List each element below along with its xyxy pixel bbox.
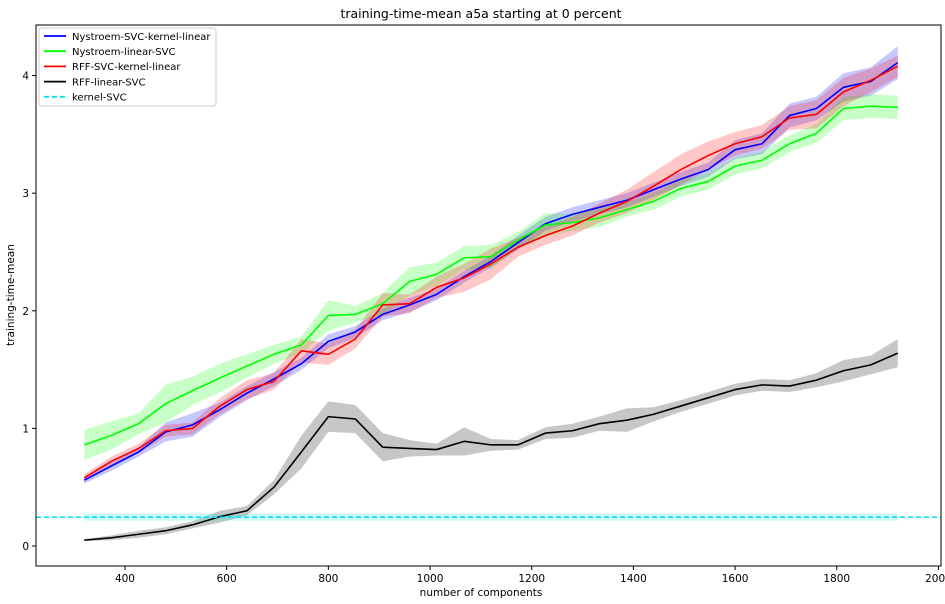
- x-tick-label: 1000: [417, 573, 444, 585]
- y-tick-label: 4: [22, 71, 29, 83]
- x-tick-label: 1800: [823, 573, 850, 585]
- band-nystroem-linear-svc: [84, 94, 898, 461]
- band-rff-linear-svc: [84, 339, 898, 542]
- y-axis-label: training-time-mean: [5, 244, 17, 346]
- chart-title: training-time-mean a5a starting at 0 per…: [340, 6, 621, 21]
- y-tick-label: 0: [22, 541, 29, 553]
- x-tick-label: 600: [217, 573, 237, 585]
- legend-label-kernel-svc: kernel-SVC: [72, 93, 127, 104]
- y-tick-label: 2: [22, 306, 29, 318]
- x-tick-label: 1600: [722, 573, 749, 585]
- x-tick-label: 800: [318, 573, 338, 585]
- line-rff-svc-kernel-linear: [83, 65, 899, 479]
- line-nystroem-linear-svc: [84, 105, 898, 446]
- legend-label-nystroem-svc-kernel-linear: Nystroem-SVC-kernel-linear: [72, 32, 211, 43]
- legend-label-rff-svc-kernel-linear: RFF-SVC-kernel-linear: [72, 62, 181, 73]
- y-axis: 0 1 2 3 4: [22, 71, 36, 553]
- series-lines: [36, 61, 941, 541]
- y-tick-label: 1: [22, 423, 29, 435]
- x-tick-label: 400: [115, 573, 135, 585]
- x-tick-label: 1200: [518, 573, 545, 585]
- band-kernel-svc: [84, 513, 898, 521]
- legend-label-rff-linear-svc: RFF-linear-SVC: [72, 77, 146, 88]
- legend-label-nystroem-linear-svc: Nystroem-linear-SVC: [72, 47, 175, 58]
- band-nystroem-svc-kernel-linear: [84, 46, 898, 484]
- legend: Nystroem-SVC-kernel-linear Nystroem-linea…: [38, 27, 217, 107]
- legend-box: [38, 27, 217, 107]
- x-tick-label: 1400: [620, 573, 647, 585]
- x-axis-label: number of components: [420, 587, 543, 599]
- plot-frame: [35, 24, 942, 567]
- y-tick-label: 3: [22, 188, 29, 200]
- line-nystroem-svc-kernel-linear: [83, 61, 899, 481]
